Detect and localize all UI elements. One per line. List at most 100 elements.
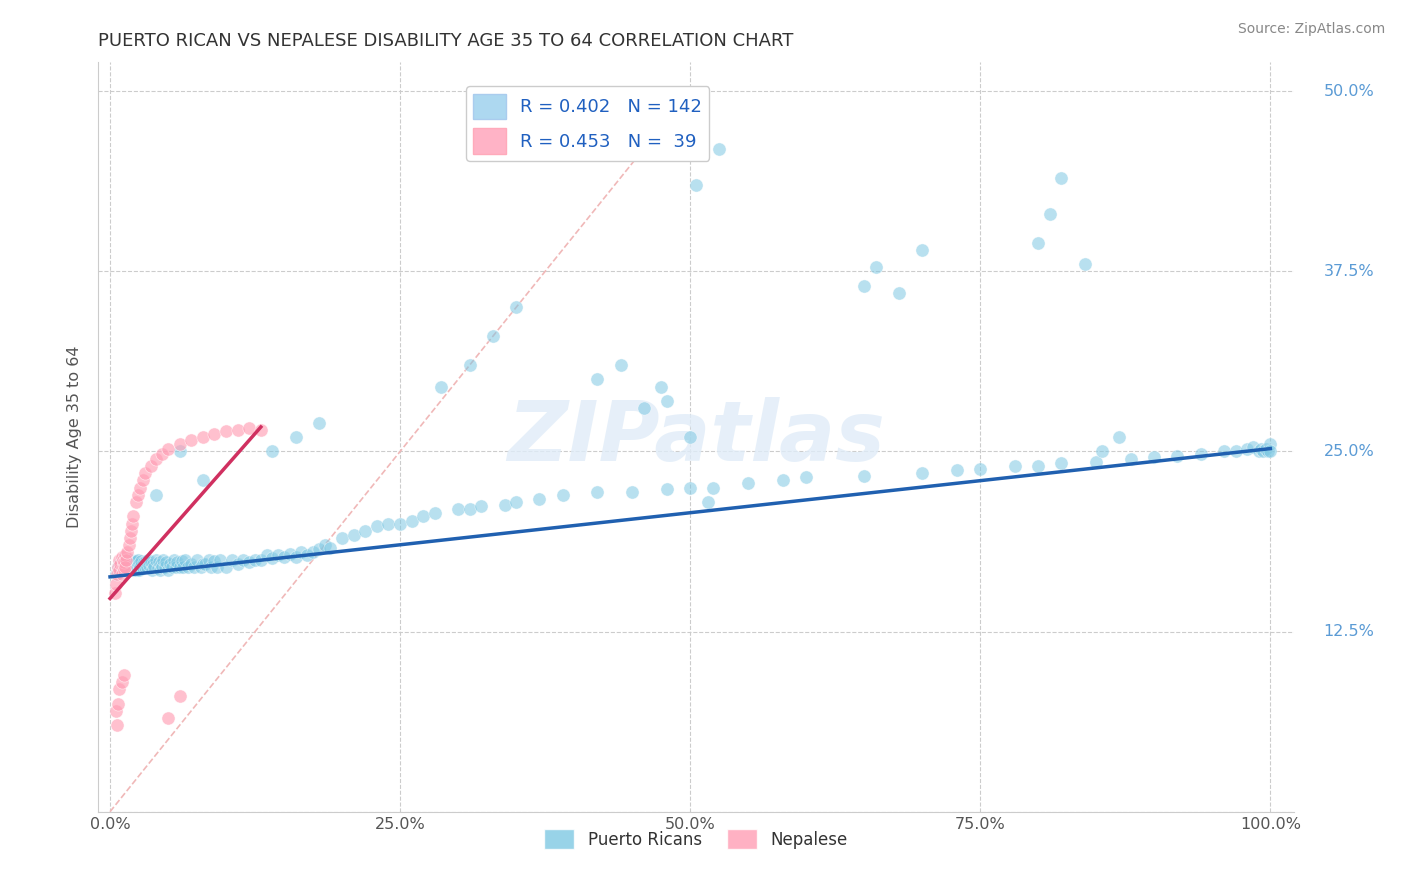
Point — [111, 566, 134, 581]
Point — [278, 547, 301, 561]
Point — [169, 690, 191, 704]
Point — [314, 538, 336, 552]
Point — [114, 559, 136, 574]
Point — [250, 423, 273, 437]
Point — [401, 514, 423, 528]
Point — [191, 473, 214, 487]
Point — [117, 561, 139, 575]
Point — [131, 473, 153, 487]
Point — [1050, 456, 1073, 470]
Point — [129, 481, 152, 495]
Point — [169, 559, 191, 574]
Point — [1254, 442, 1277, 456]
Point — [1212, 444, 1234, 458]
Point — [737, 476, 759, 491]
Point — [685, 178, 707, 192]
Point — [163, 552, 186, 566]
Point — [174, 552, 197, 566]
Point — [262, 444, 284, 458]
Point — [131, 554, 153, 568]
Point — [160, 559, 183, 574]
Point — [117, 556, 139, 570]
Point — [114, 559, 136, 574]
Point — [111, 552, 134, 566]
Point — [112, 556, 135, 570]
Point — [1189, 447, 1212, 461]
Point — [134, 559, 156, 574]
Legend: Puerto Ricans, Nepalese: Puerto Ricans, Nepalese — [537, 822, 855, 855]
Point — [108, 563, 131, 577]
Point — [108, 552, 131, 566]
Point — [679, 430, 702, 444]
Point — [105, 566, 128, 581]
Point — [621, 484, 644, 499]
Point — [494, 498, 516, 512]
Point — [1119, 451, 1142, 466]
Point — [112, 563, 135, 577]
Point — [157, 711, 180, 725]
Point — [1253, 444, 1275, 458]
Point — [150, 447, 173, 461]
Point — [226, 557, 249, 571]
Point — [111, 549, 134, 564]
Point — [458, 502, 481, 516]
Point — [183, 559, 205, 574]
Point — [586, 484, 609, 499]
Point — [115, 552, 138, 566]
Point — [191, 557, 214, 571]
Point — [107, 697, 129, 711]
Point — [366, 519, 388, 533]
Point — [696, 495, 718, 509]
Point — [702, 481, 724, 495]
Point — [180, 433, 202, 447]
Point — [267, 548, 290, 562]
Point — [117, 552, 139, 566]
Point — [165, 559, 187, 574]
Point — [124, 556, 146, 570]
Point — [135, 554, 157, 568]
Point — [120, 524, 142, 538]
Text: 25.0%: 25.0% — [1323, 444, 1374, 459]
Point — [145, 451, 167, 466]
Point — [124, 495, 146, 509]
Point — [172, 559, 194, 574]
Point — [238, 556, 260, 570]
Point — [1225, 444, 1247, 458]
Point — [169, 444, 191, 458]
Point — [308, 416, 330, 430]
Point — [1073, 257, 1095, 271]
Point — [120, 561, 142, 575]
Point — [709, 142, 731, 156]
Point — [117, 538, 139, 552]
Point — [1250, 442, 1272, 456]
Point — [124, 561, 146, 575]
Point — [505, 495, 527, 509]
Point — [142, 557, 165, 571]
Point — [250, 552, 273, 566]
Point — [273, 549, 295, 564]
Point — [529, 491, 551, 506]
Point — [114, 548, 136, 562]
Point — [853, 278, 876, 293]
Point — [150, 557, 173, 571]
Point — [1247, 444, 1270, 458]
Point — [946, 463, 969, 477]
Point — [1257, 444, 1279, 458]
Point — [505, 301, 527, 315]
Point — [1026, 235, 1049, 250]
Point — [110, 557, 132, 571]
Point — [209, 552, 232, 566]
Point — [118, 563, 141, 577]
Point — [122, 509, 145, 524]
Point — [1241, 440, 1264, 454]
Point — [330, 531, 353, 545]
Point — [1039, 207, 1062, 221]
Point — [190, 559, 212, 574]
Point — [146, 561, 169, 575]
Point — [226, 423, 249, 437]
Point — [389, 516, 412, 531]
Point — [470, 500, 492, 514]
Point — [1166, 449, 1188, 463]
Point — [128, 557, 150, 571]
Text: 37.5%: 37.5% — [1323, 264, 1374, 279]
